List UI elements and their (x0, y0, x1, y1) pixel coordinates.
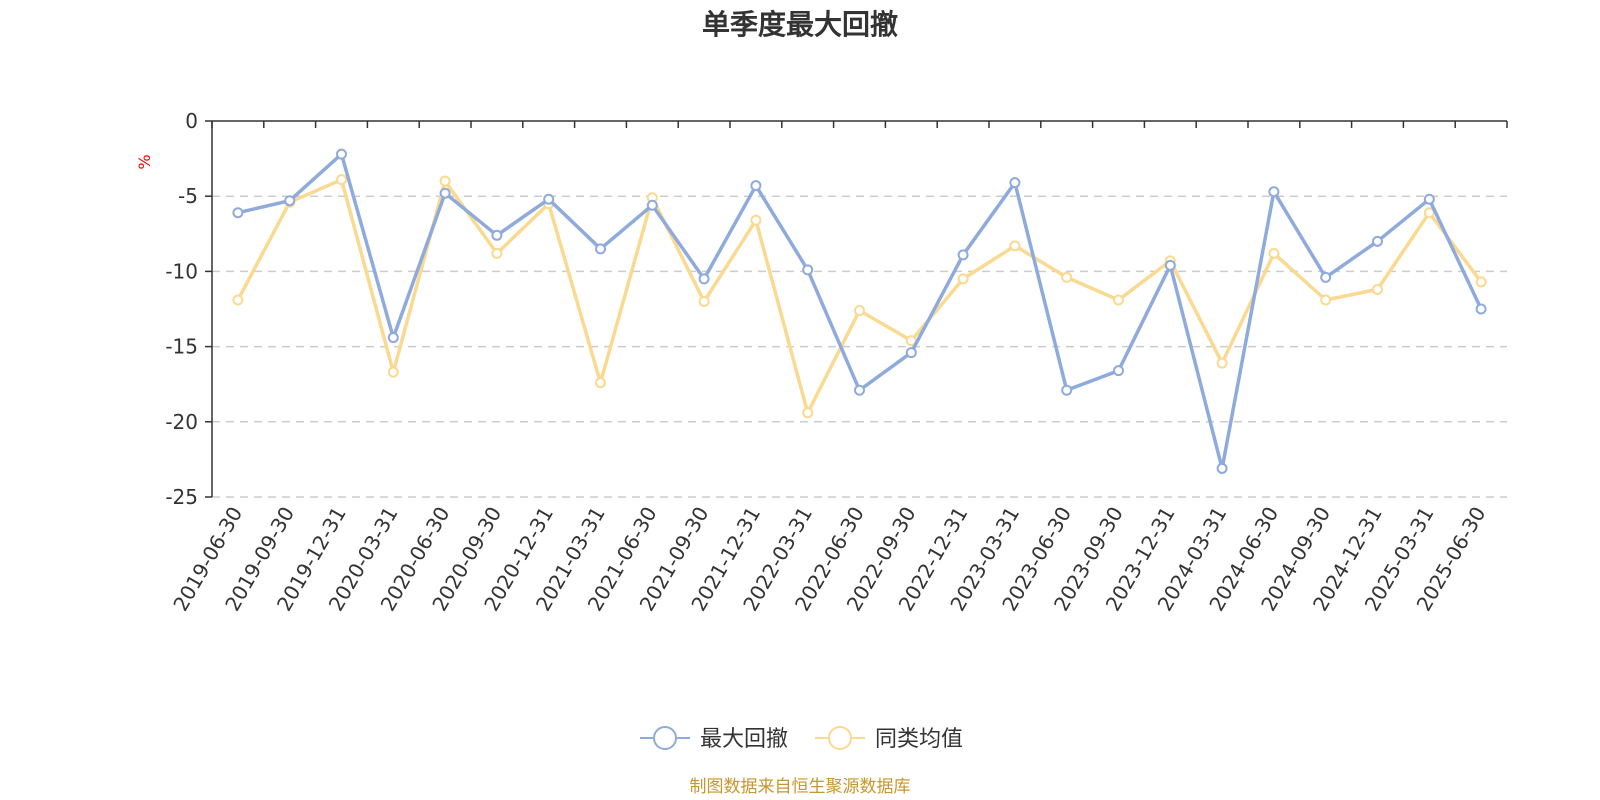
data-point (1320, 294, 1332, 306)
data-point (1423, 193, 1435, 205)
axes (211, 120, 1507, 497)
data-source-note: 制图数据来自恒生聚源数据库 (690, 777, 911, 797)
legend[interactable]: 最大回撤 同类均值 (640, 726, 963, 752)
data-point (1061, 384, 1073, 396)
series-layer (232, 148, 1487, 474)
data-point (439, 175, 451, 187)
data-point (439, 187, 451, 199)
data-point (387, 366, 399, 378)
x-axis-ticks: 2019-06-302019-09-302019-12-312020-03-31… (168, 121, 1508, 615)
series-2 (232, 174, 1487, 419)
data-point (1320, 271, 1332, 283)
y-tick-label: -10 (165, 259, 198, 283)
data-point (595, 377, 606, 389)
legend-marker (828, 726, 852, 750)
legend-marker (653, 726, 677, 750)
y-axis-unit-label: % (135, 154, 154, 169)
y-tick-label: -5 (178, 184, 198, 208)
data-point (1009, 177, 1021, 189)
legend-item-1[interactable]: 最大回撤 (640, 726, 788, 752)
data-point (1164, 259, 1176, 271)
data-point (1061, 271, 1073, 283)
data-point (802, 264, 814, 276)
data-point (802, 407, 814, 419)
data-point (750, 214, 762, 226)
data-point (1475, 303, 1487, 315)
y-axis-ticks: 0 -5 -10 -15 -20 -25 (165, 109, 212, 509)
data-point (905, 347, 917, 359)
data-point (491, 247, 503, 259)
data-point (698, 295, 710, 307)
data-point (1216, 357, 1228, 369)
data-point (750, 180, 762, 192)
data-point (336, 174, 347, 186)
data-point (232, 294, 244, 306)
data-point (646, 199, 658, 211)
data-point (543, 193, 555, 205)
data-point (957, 273, 969, 285)
data-point (698, 273, 710, 285)
legend-label: 最大回撤 (700, 727, 788, 752)
y-tick-label: -25 (165, 485, 198, 509)
data-point (336, 148, 347, 160)
y-tick-label: -15 (165, 335, 198, 359)
data-point (854, 305, 865, 317)
data-point (1113, 294, 1124, 306)
legend-item-2[interactable]: 同类均值 (815, 726, 963, 752)
data-point (1268, 247, 1280, 259)
data-point (387, 332, 399, 344)
series-1 (232, 148, 1487, 474)
data-point (491, 229, 503, 241)
data-point (1268, 186, 1280, 198)
data-point (284, 195, 296, 207)
data-point (1113, 365, 1124, 377)
grid-lines (212, 195, 1507, 498)
data-point (854, 384, 865, 396)
y-tick-label: 0 (185, 109, 198, 133)
y-tick-label: -20 (165, 410, 198, 434)
data-point (232, 207, 244, 219)
data-point (1372, 235, 1383, 247)
data-point (1009, 240, 1021, 252)
data-point (1372, 283, 1383, 295)
legend-label: 同类均值 (875, 727, 963, 752)
data-point (957, 249, 969, 261)
data-point (1475, 276, 1487, 288)
data-point (1216, 462, 1228, 474)
series-line (236, 177, 1483, 415)
data-point (595, 243, 606, 255)
chart-title: 单季度最大回撤 (702, 8, 898, 41)
